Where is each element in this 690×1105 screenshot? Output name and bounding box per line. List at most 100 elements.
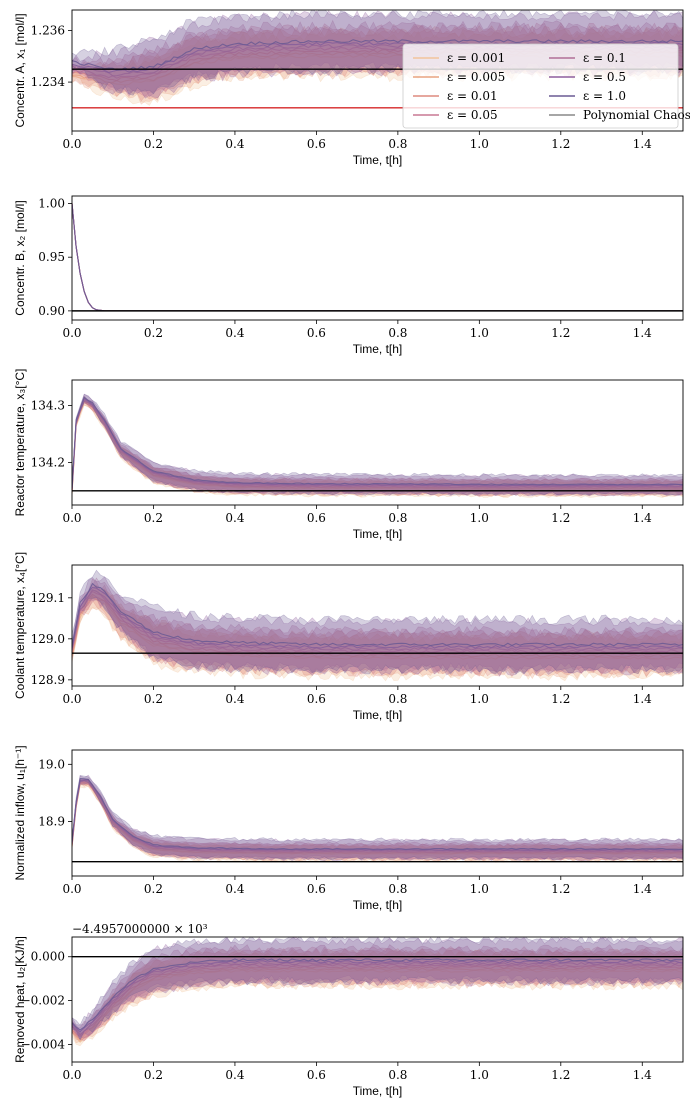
x-tick-label: 0.6 [307,137,326,151]
series-band-6 [72,10,683,99]
series-band-6 [72,576,683,677]
axes-frame [71,564,684,687]
x-tick-label: 0.4 [225,1068,244,1082]
series-line-3 [72,781,683,854]
x-tick-label: 0.2 [144,692,163,706]
legend-label: ε = 1.0 [583,89,626,103]
y-tick-label: −0.002 [21,994,65,1008]
x-tick-label: 0.6 [307,692,326,706]
x-tick-label: 0.8 [388,1068,407,1082]
y-tick-label: 18.9 [38,815,65,829]
y-tick-label: −0.004 [21,1037,66,1051]
legend-box [402,43,679,129]
x-tick-label: 0.4 [225,326,244,340]
y-tick-label: 134.3 [31,399,65,413]
y-tick-label: 0.95 [38,250,65,264]
series-line-5 [72,589,683,651]
y-axis-label: Coolant temperature, x₄[°C] [13,552,27,699]
x-tick-label: 0.4 [225,511,244,525]
x-axis-label: Time, t[h] [353,527,403,541]
x-axis-label: Time, t[h] [353,708,403,722]
legend-label: ε = 0.5 [583,70,626,84]
series-line-3 [72,965,683,1038]
y-axis-label: Normalized inflow, u₁[h⁻¹] [13,745,27,880]
series-band-7 [72,393,683,496]
series-band-4 [72,22,683,97]
series-line-7 [72,582,683,647]
y-tick-label: 128.9 [31,673,65,687]
x-tick-label: 1.2 [551,882,570,896]
series-line-6 [72,41,683,74]
series-line-3 [72,203,683,312]
series-band-5 [72,944,683,1039]
x-tick-label: 1.0 [470,882,489,896]
x-tick-label: 0.6 [307,882,326,896]
x-tick-label: 1.2 [551,1068,570,1082]
x-tick-label: 1.4 [633,137,652,151]
series-line-6 [72,203,683,312]
series-band-3 [72,947,683,1041]
x-axis-label: Time, t[h] [353,1084,403,1098]
legend-label: ε = 0.005 [447,70,505,84]
x-tick-label: 1.2 [551,511,570,525]
legend: ε = 0.001 ε = 0.005 ε = 0.01 ε = 0.05 ε = 0.… [402,43,690,129]
plot-area [72,569,683,682]
offset-label: −4.4957000000 × 10³ [72,922,208,936]
y-axis-label: Removed heat, u₂[KJ/h] [13,936,27,1063]
x-tick-label: 0.8 [388,692,407,706]
x-tick-label: 0.8 [388,511,407,525]
series-line-7 [72,39,683,71]
y-tick-label: 19.0 [38,757,65,771]
x-tick-label: 1.0 [470,692,489,706]
series-band-7 [72,569,683,675]
x-tick-label: 1.0 [470,1068,489,1082]
series-band-6 [72,393,683,497]
x-tick-label: 0.0 [62,1068,81,1082]
series-line-1 [72,401,683,494]
x-tick-label: 0.0 [62,137,81,151]
y-axis-label: Reactor temperature, x₃[°C] [13,369,27,517]
y-axis-label: Concentr. A, x₁ [mol/l] [13,13,27,127]
series-line-6 [72,397,683,490]
x-tick-label: 1.4 [633,1068,652,1082]
series-line-7 [72,396,683,489]
series-band-6 [72,774,683,862]
x-tick-label: 0.8 [388,326,407,340]
x-tick-label: 0.2 [144,326,163,340]
axes-frame [71,936,684,1063]
series-band-4 [72,578,683,675]
series-band-4 [72,946,683,1041]
x-tick-label: 0.2 [144,137,163,151]
chart-panel-5: 0.0 0.2 0.4 0.6 0.8 1.0 1.2 1.4 18.9 19.0 Time, t[… [13,745,684,912]
y-axis-label: Concentr. B, x₂ [mol/l] [13,200,27,315]
x-tick-label: 1.2 [551,326,570,340]
x-tick-label: 0.0 [62,692,81,706]
y-tick-label: 129.1 [31,591,65,605]
series-band-1 [72,588,683,682]
series-line-6 [72,779,683,851]
chart-panel-1: 0.0 0.2 0.4 0.6 0.8 1.0 1.2 1.4 1.234 1.236 Time, … [13,9,690,167]
y-tick-label: 134.2 [31,455,65,469]
x-tick-label: 1.2 [551,692,570,706]
chart-panel-2: 0.0 0.2 0.4 0.6 0.8 1.0 1.2 1.4 0.90 0.95 1.00 Time… [13,195,684,356]
y-tick-label: 0.000 [31,950,65,964]
x-tick-label: 1.0 [470,137,489,151]
legend-label: ε = 0.1 [583,51,626,65]
x-tick-label: 0.4 [225,882,244,896]
chart-panel-3: 0.0 0.2 0.4 0.6 0.8 1.0 1.2 1.4 134.2 134.3 Time, … [13,369,684,541]
series-band-2 [72,399,683,498]
series-line-1 [72,969,683,1043]
x-tick-label: 0.8 [388,137,407,151]
x-tick-label: 0.2 [144,882,163,896]
series-line-4 [72,398,683,491]
x-tick-label: 0.6 [307,1068,326,1082]
x-tick-label: 0.4 [225,137,244,151]
x-tick-label: 0.0 [62,882,81,896]
x-tick-label: 0.0 [62,511,81,525]
y-tick-label: 1.234 [31,75,66,89]
x-tick-label: 0.8 [388,882,407,896]
x-tick-label: 1.0 [470,511,489,525]
plot-area [72,937,683,1047]
legend-label: ε = 0.05 [447,108,498,122]
axes-frame [71,9,684,132]
